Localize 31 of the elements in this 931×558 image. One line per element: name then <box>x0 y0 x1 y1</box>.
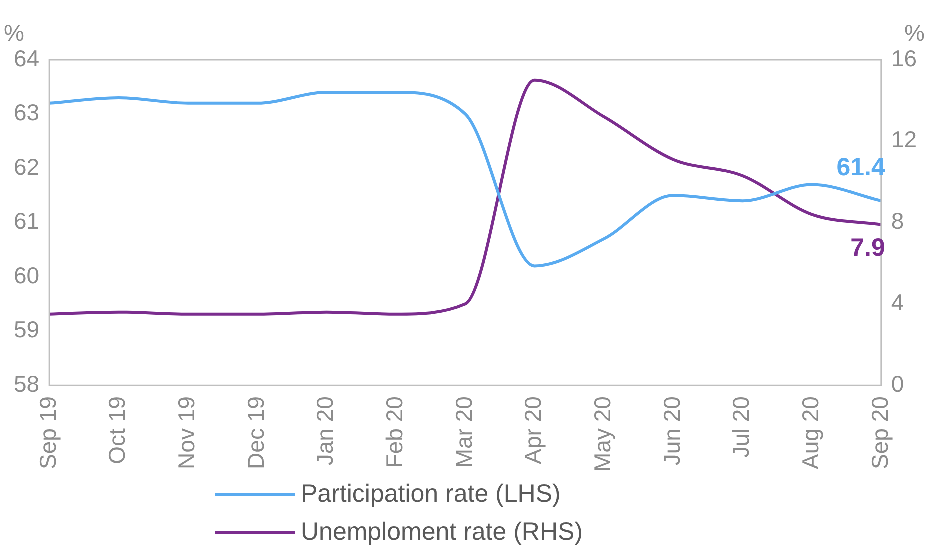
data-label: 7.9 <box>850 234 886 262</box>
x-tick-label: Apr 20 <box>520 396 546 464</box>
y-tick-label: 63 <box>14 100 40 126</box>
y2-tick-label: 16 <box>891 45 918 72</box>
y2-tick-label: 12 <box>891 126 918 153</box>
y-axis-title: % <box>4 20 24 46</box>
y2-tick-label: 0 <box>891 370 904 397</box>
x-tick-label: Jan 20 <box>312 396 338 466</box>
y2-tick-label: 8 <box>891 208 904 234</box>
x-tick-label: Jul 20 <box>728 396 754 458</box>
x-tick-label: Feb 20 <box>382 396 408 468</box>
y-tick-label: 60 <box>14 262 40 288</box>
legend-label: Participation rate (LHS) <box>301 479 561 510</box>
data-label: 61.4 <box>836 153 886 182</box>
x-tick-label: Dec 19 <box>242 396 269 470</box>
y2-tick-label: 4 <box>891 290 904 316</box>
x-tick-label: Mar 20 <box>450 396 477 468</box>
y-tick-label: 64 <box>14 45 40 72</box>
x-tick-label: Oct 19 <box>104 396 130 464</box>
y-tick-label: 62 <box>14 154 40 180</box>
x-tick-label: Jun 20 <box>658 396 685 466</box>
x-tick-label: Sep 19 <box>34 396 61 470</box>
x-tick-label: Sep 20 <box>866 396 893 470</box>
legend-label: Unemploment rate (RHS) <box>301 517 584 548</box>
y-tick-label: 61 <box>14 208 40 234</box>
x-tick-label: Nov 19 <box>174 396 200 470</box>
y-tick-label: 58 <box>14 370 40 397</box>
y-tick-label: 59 <box>14 316 40 343</box>
x-tick-label: May 20 <box>589 396 616 472</box>
y2-axis-title: % <box>904 20 925 46</box>
x-tick-label: Aug 20 <box>797 396 824 470</box>
